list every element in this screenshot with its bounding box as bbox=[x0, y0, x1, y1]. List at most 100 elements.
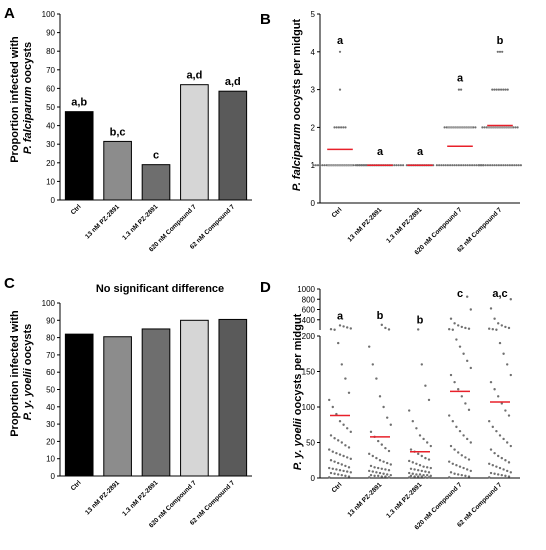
panel-d-point bbox=[387, 476, 391, 479]
panel-d-point bbox=[342, 454, 345, 458]
panel-b-point bbox=[457, 164, 460, 167]
panel-b-point bbox=[504, 88, 507, 91]
panel-a-significance-label: a,d bbox=[186, 70, 202, 82]
panel-b-ylabel-rest: oocysts per midgut bbox=[291, 19, 303, 124]
panel-c-ytick-label: 20 bbox=[46, 437, 55, 446]
panel-a-chart: 0 10 20 30 40 50 60 70 80 90 100 a,b Ctrl b,c 13 nM PZ… bbox=[42, 10, 252, 253]
panel-d-point bbox=[455, 464, 458, 467]
panel-d-point bbox=[384, 326, 387, 330]
panel-d-point bbox=[507, 461, 511, 464]
panel-d-point bbox=[335, 451, 338, 455]
panel-b-point bbox=[468, 164, 471, 167]
panel-a-ytick-label: 40 bbox=[46, 122, 55, 131]
panel-d-point bbox=[369, 430, 373, 434]
panel-b-point bbox=[335, 126, 338, 129]
panel-d-point bbox=[386, 473, 389, 476]
panel-d-point bbox=[489, 380, 493, 384]
panel-d-point bbox=[377, 439, 380, 443]
panel-d-point bbox=[504, 474, 507, 478]
panel-d-point bbox=[462, 466, 465, 470]
panel-d-point bbox=[429, 444, 432, 448]
panel-d-point bbox=[449, 373, 453, 377]
panel-d-point bbox=[497, 473, 500, 476]
panel-b-point bbox=[446, 164, 449, 167]
panel-d-point bbox=[347, 466, 351, 469]
panel-d-point bbox=[409, 448, 413, 451]
panel-d-point bbox=[340, 441, 343, 444]
panel-d-point bbox=[488, 327, 491, 330]
panel-d-point bbox=[386, 416, 389, 419]
panel-a-ytick-label: 10 bbox=[46, 177, 55, 186]
panel-d-point bbox=[338, 468, 342, 472]
panel-b-point bbox=[449, 164, 452, 167]
panel-b-category-label: Ctrl bbox=[331, 206, 344, 219]
panel-d-point bbox=[328, 448, 331, 451]
panel-b-point bbox=[502, 88, 505, 91]
panel-d-point bbox=[344, 474, 347, 478]
panel-d-point bbox=[328, 398, 331, 402]
panel-d-point bbox=[500, 324, 503, 327]
panel-b-category-label: 13 nM PZ-2891 bbox=[347, 206, 384, 243]
panel-b-point bbox=[362, 164, 365, 167]
panel-d-point bbox=[389, 473, 392, 477]
panel-d-point bbox=[408, 471, 411, 475]
panel-b-point bbox=[474, 126, 477, 129]
panel-d-point bbox=[380, 467, 383, 470]
panel-b-point bbox=[473, 164, 476, 167]
panel-b-point bbox=[483, 126, 486, 129]
panel-b-point bbox=[319, 164, 322, 167]
panel-d-point bbox=[464, 326, 467, 330]
panel-d-point bbox=[497, 395, 500, 398]
panel-d-point bbox=[424, 470, 427, 473]
panel-d-point bbox=[417, 468, 420, 472]
panel-b-point bbox=[514, 126, 517, 129]
panel-b-point bbox=[444, 164, 447, 167]
panel-letter-d: D bbox=[260, 279, 271, 296]
panel-a-ylabel-line1: Proportion infected with bbox=[9, 36, 21, 163]
panel-d-point bbox=[378, 459, 382, 462]
panel-d-point bbox=[457, 473, 460, 476]
panel-d-point bbox=[449, 317, 453, 320]
panel-d-point bbox=[506, 363, 509, 366]
panel-d-point bbox=[424, 456, 427, 460]
panel-d-point bbox=[413, 475, 416, 478]
panel-d-point bbox=[337, 439, 340, 442]
panel-d-point bbox=[467, 408, 471, 412]
panel-b-point bbox=[516, 126, 519, 129]
panel-c-ytick-label: 100 bbox=[42, 299, 56, 308]
panel-d-point bbox=[347, 446, 351, 449]
panel-d-point bbox=[389, 463, 392, 466]
panel-d-point bbox=[347, 391, 351, 394]
panel-b-point bbox=[460, 88, 463, 91]
panel-d-significance-label: c bbox=[457, 288, 463, 300]
panel-d-point bbox=[333, 472, 336, 475]
panel-d-point bbox=[382, 405, 385, 409]
panel-d-point bbox=[384, 468, 387, 471]
panel-d-point bbox=[427, 398, 431, 402]
panel-b-point bbox=[513, 164, 516, 167]
panel-d-point bbox=[495, 429, 498, 433]
panel-d-point bbox=[387, 328, 391, 331]
panel-b-point bbox=[364, 164, 367, 167]
panel-b-point bbox=[471, 164, 474, 167]
panel-d-point bbox=[507, 326, 511, 330]
panel-d-point bbox=[329, 328, 333, 331]
panel-b-point bbox=[397, 164, 400, 167]
panel-b-point bbox=[342, 126, 345, 129]
panel-d-point bbox=[328, 466, 331, 470]
panel-d-ytick-label: 0 bbox=[311, 474, 316, 483]
panel-d-ytick-label: 200 bbox=[302, 332, 316, 341]
panel-a-bar bbox=[218, 90, 248, 201]
panel-d-point bbox=[464, 456, 467, 459]
panel-d-point bbox=[451, 420, 454, 423]
panel-d-point bbox=[333, 460, 336, 463]
panel-c-title: No significant difference bbox=[96, 283, 224, 295]
panel-c-ytick-label: 70 bbox=[46, 351, 55, 360]
panel-c-ylabel: Proportion infected with P. y. yoelii oo… bbox=[9, 307, 34, 437]
panel-d-point bbox=[426, 473, 429, 477]
panel-d-point bbox=[340, 473, 343, 477]
panel-b-ytick-label: 0 bbox=[311, 199, 316, 208]
panel-d-point bbox=[415, 473, 418, 476]
